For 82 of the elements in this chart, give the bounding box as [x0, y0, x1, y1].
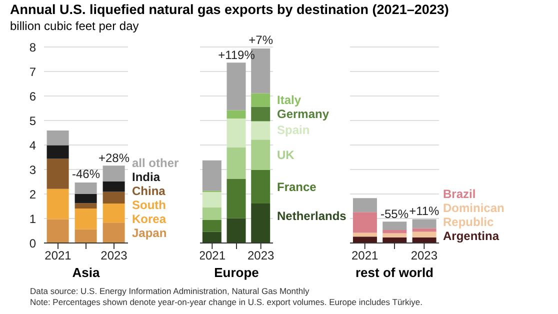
- x-axis-title: Asia: [71, 265, 101, 280]
- bar: [382, 233, 407, 238]
- y-tick-label: 6: [29, 89, 36, 104]
- bar: [74, 203, 97, 208]
- text: Note: Percentages shown denote year-on-year change in U.S. export volumes. Europe includes Türkiye.: [30, 297, 422, 307]
- bar: [251, 170, 270, 204]
- bar: [352, 236, 377, 243]
- chart-subtitle: billion cubic feet per day: [10, 19, 139, 33]
- series-label: Italy: [277, 93, 302, 107]
- bar: [251, 121, 270, 140]
- x-axis-title: Europe: [213, 265, 260, 280]
- series-label: Argentina: [443, 229, 500, 243]
- bar: [102, 204, 125, 223]
- bar: [202, 232, 222, 243]
- x-tick-label: 2023: [247, 248, 275, 263]
- bar: [202, 207, 222, 220]
- y-tick-label: 5: [29, 114, 36, 128]
- x-tick-label: 2021: [351, 248, 379, 263]
- bar: [102, 166, 125, 182]
- bar: [251, 204, 270, 243]
- series-label: South Korea: [132, 198, 168, 226]
- series-label: India: [132, 170, 162, 184]
- annotation: -46%: [70, 167, 101, 182]
- text: Brazil: [443, 187, 477, 201]
- bar: [226, 147, 246, 179]
- annotation: +11%: [409, 204, 440, 218]
- text: Annual U.S. liquefied natural gas exports by destination (2021–2023): [10, 2, 449, 17]
- x-axis-title: rest of world: [354, 265, 434, 280]
- bar: [74, 208, 97, 230]
- y-tick-label: 2: [29, 187, 36, 202]
- series-label: all other: [132, 156, 180, 170]
- source-note: Data source: U.S. Energy Information Administration, Natural Gas Monthly: [30, 286, 310, 296]
- bar: [251, 140, 270, 170]
- y-tick-label: 3: [29, 162, 36, 177]
- series-label: China: [132, 184, 166, 198]
- annotation: +28%: [98, 150, 130, 165]
- bar: [251, 106, 270, 122]
- bar: [46, 219, 69, 243]
- bar: [46, 158, 69, 189]
- series-label: UK: [277, 148, 296, 162]
- annotation: +7%: [248, 33, 274, 48]
- bar: [382, 230, 407, 234]
- bar: [46, 188, 69, 220]
- bar: [382, 222, 407, 230]
- annotation: -55%: [380, 206, 408, 221]
- bar: [102, 182, 125, 192]
- bar: [202, 160, 222, 191]
- y-tick-label: 7: [29, 64, 36, 79]
- bar: [74, 194, 97, 204]
- y-tick-label: 4: [29, 138, 36, 152]
- bar: [412, 232, 436, 238]
- bar: [352, 198, 377, 212]
- series-label: France: [277, 180, 318, 194]
- series-label: Japan: [132, 226, 168, 240]
- series-label: Germany: [277, 107, 330, 121]
- bar: [226, 110, 246, 119]
- y-tick-label: 0: [29, 236, 36, 250]
- bar: [352, 212, 377, 233]
- y-tick-label: 8: [29, 40, 36, 54]
- bar: [46, 130, 69, 146]
- bar: [226, 62, 246, 110]
- bar: [202, 220, 222, 232]
- bar: [226, 118, 246, 148]
- x-tick-label: 2023: [410, 248, 438, 263]
- y-tick-label: 1: [29, 212, 36, 226]
- bar: [202, 192, 222, 208]
- bar: [352, 232, 377, 237]
- bar: [46, 145, 69, 159]
- bar: [102, 222, 125, 243]
- bar: [412, 219, 436, 228]
- bar: [102, 192, 125, 204]
- bar: [226, 178, 246, 218]
- series-label: Spain: [277, 123, 311, 138]
- x-tick-label: 2023: [100, 248, 128, 263]
- series-label: Netherlands: [277, 209, 346, 224]
- bar: [226, 218, 246, 243]
- annotation: +119%: [217, 48, 256, 62]
- bar: [74, 182, 97, 194]
- bar: [251, 93, 270, 107]
- series-label: Dominican Republic: [443, 201, 506, 229]
- bar: [74, 229, 97, 243]
- x-tick-label: 2021: [44, 248, 72, 263]
